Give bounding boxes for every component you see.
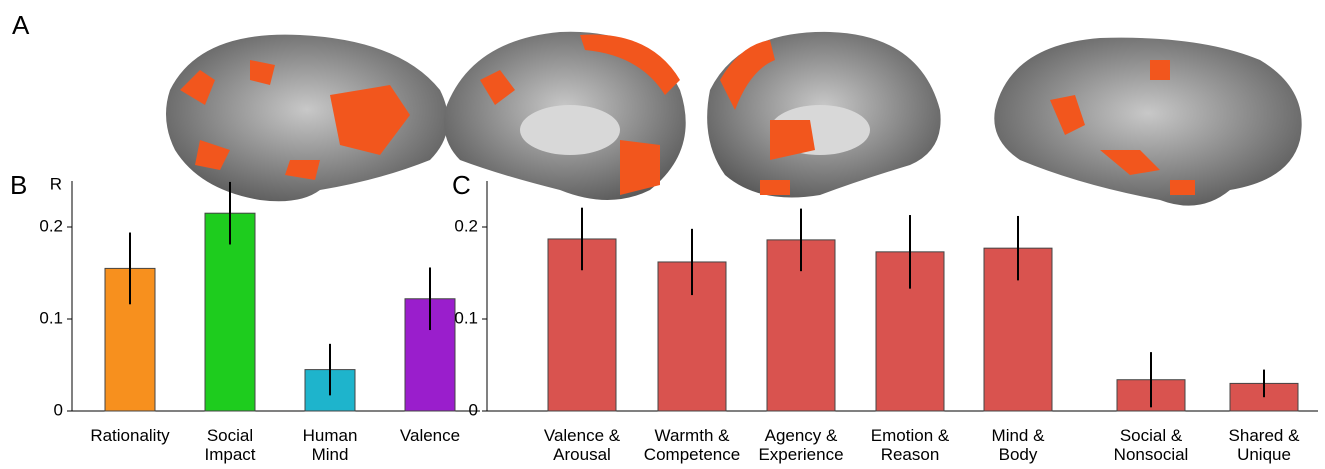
figure: R00.10.200.10.2 A BRationalitySocial Imp… [0, 0, 1325, 469]
y-tick-label: 0.1 [39, 308, 63, 327]
panel-label: B [10, 170, 27, 201]
brain-lateral-left [166, 35, 448, 202]
chart: R 0 0.1 0.2 0 0.1 0.2 [0, 0, 1325, 469]
panel-label: C [452, 170, 471, 201]
x-tick-label: Mind & Body [953, 426, 1083, 464]
brain-lateral-right [994, 38, 1301, 206]
brain-medial-right [707, 32, 940, 198]
x-tick-label: Shared & Unique [1199, 426, 1325, 464]
y-tick-label: 0 [54, 400, 63, 419]
x-tick-label: Valence [365, 426, 495, 445]
brain-medial-left [444, 32, 686, 200]
y-tick-label: 0 [469, 400, 478, 419]
y-tick-label: 0.1 [454, 308, 478, 327]
y-tick-label: 0.2 [454, 216, 478, 235]
panel-label: A [12, 10, 29, 41]
y-axis-label: R [50, 174, 62, 193]
y-tick-label: 0.2 [39, 216, 63, 235]
x-tick-label: Social & Nonsocial [1086, 426, 1216, 464]
